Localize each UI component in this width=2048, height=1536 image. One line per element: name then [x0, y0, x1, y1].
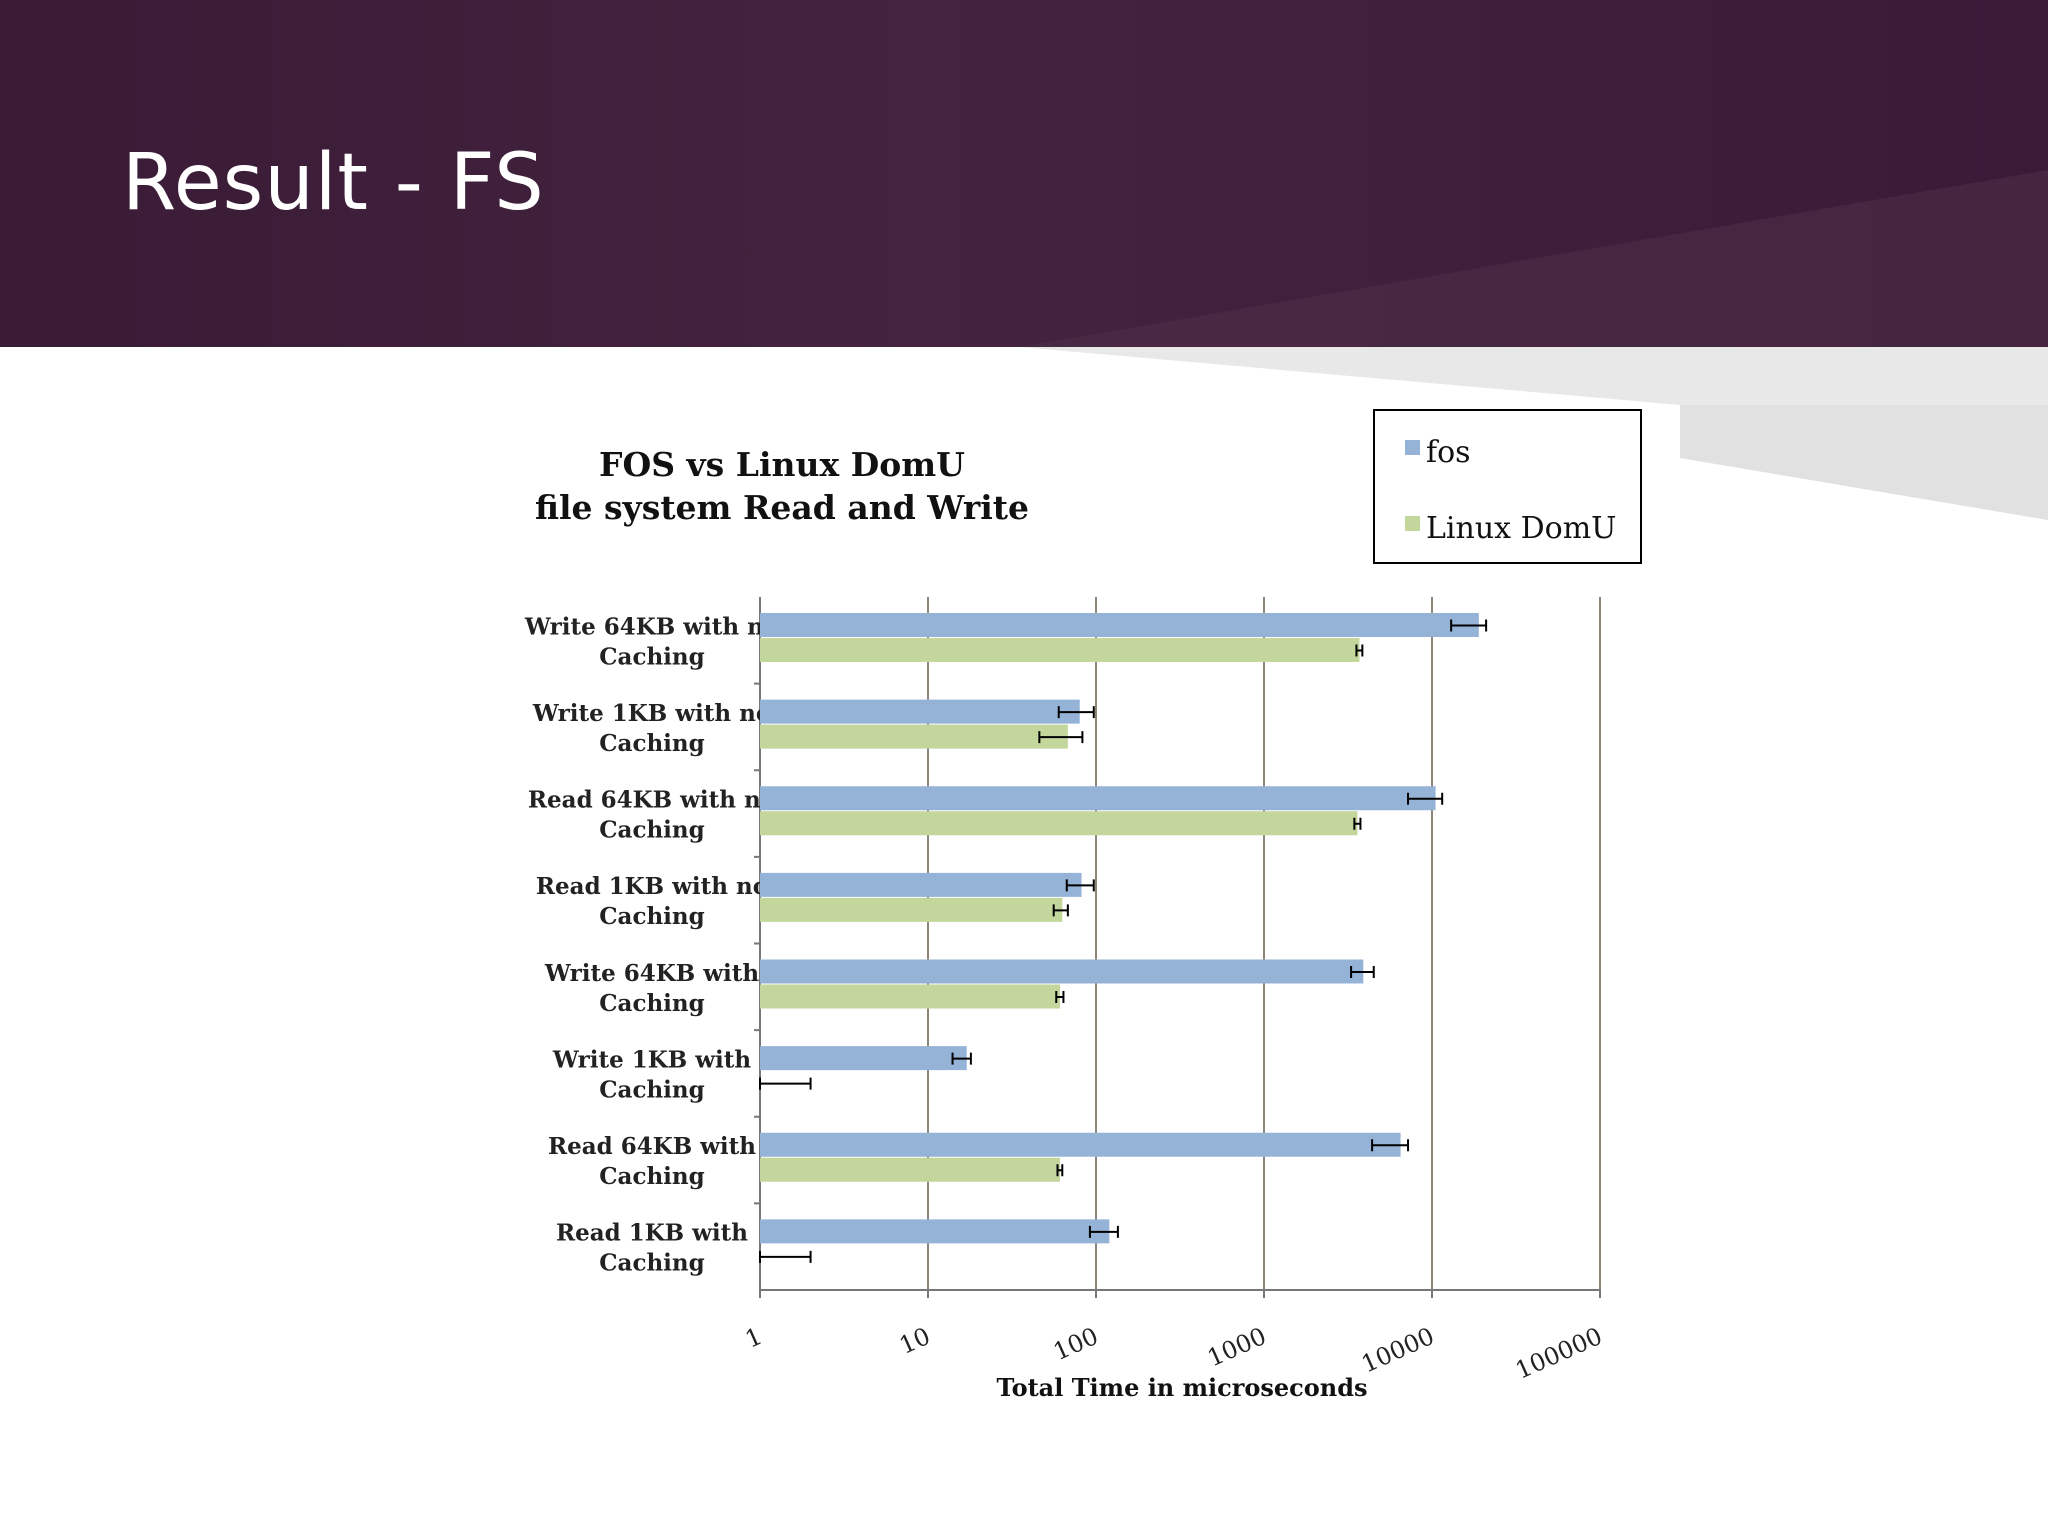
bar-linux-domu	[760, 897, 1063, 922]
x-tick-label: 10	[895, 1322, 934, 1360]
category-label: Write 64KB with	[544, 960, 760, 987]
legend-swatch	[1405, 516, 1420, 531]
bar-fos	[760, 872, 1082, 897]
category-label: Caching	[599, 730, 704, 757]
bar-linux-domu	[760, 724, 1068, 749]
category-label: Caching	[599, 817, 704, 844]
legend-label: Linux DomU	[1426, 511, 1616, 546]
bar-fos	[760, 1132, 1401, 1157]
slide-title: Result - FS	[122, 138, 545, 228]
category-label: Write 64KB with no	[524, 613, 779, 640]
bar-linux-domu	[760, 1157, 1060, 1182]
category-label: Caching	[599, 903, 704, 930]
bar-fos	[760, 1046, 967, 1071]
bar-fos	[760, 699, 1080, 724]
x-tick-label: 1	[741, 1322, 766, 1354]
category-label: Caching	[599, 1076, 704, 1103]
x-tick-label: 10000	[1357, 1322, 1438, 1379]
x-tick-label: 1000	[1203, 1322, 1270, 1372]
x-tick-label: 100	[1049, 1322, 1102, 1366]
category-label: Read 1KB with	[556, 1220, 748, 1247]
legend-box	[1373, 409, 1642, 564]
category-label: Read 1KB with no	[536, 873, 768, 900]
legend-swatch	[1405, 440, 1420, 455]
x-tick-label: 100000	[1511, 1322, 1606, 1385]
legend-label: fos	[1426, 435, 1471, 470]
category-label: Write 1KB with	[552, 1046, 752, 1073]
bar-fos	[760, 1219, 1110, 1244]
bar-fos	[760, 786, 1436, 811]
chart-title-line: file system Read and Write	[535, 488, 1029, 527]
category-label: Read 64KB with	[548, 1133, 756, 1160]
bar-fos	[760, 959, 1364, 984]
bar-linux-domu	[760, 984, 1060, 1009]
category-label: Caching	[599, 643, 704, 670]
x-axis-label: Total Time in microseconds	[996, 1373, 1367, 1402]
category-label: Read 64KB with no	[528, 787, 776, 814]
chart-title-line: FOS vs Linux DomU	[599, 445, 965, 484]
bar-linux-domu	[760, 638, 1360, 662]
category-label: Caching	[599, 1163, 704, 1190]
category-label: Caching	[599, 990, 704, 1017]
bar-fos	[760, 613, 1479, 637]
category-label: Write 1KB with no	[532, 700, 771, 727]
category-label: Caching	[599, 1250, 704, 1277]
bar-linux-domu	[760, 811, 1358, 836]
